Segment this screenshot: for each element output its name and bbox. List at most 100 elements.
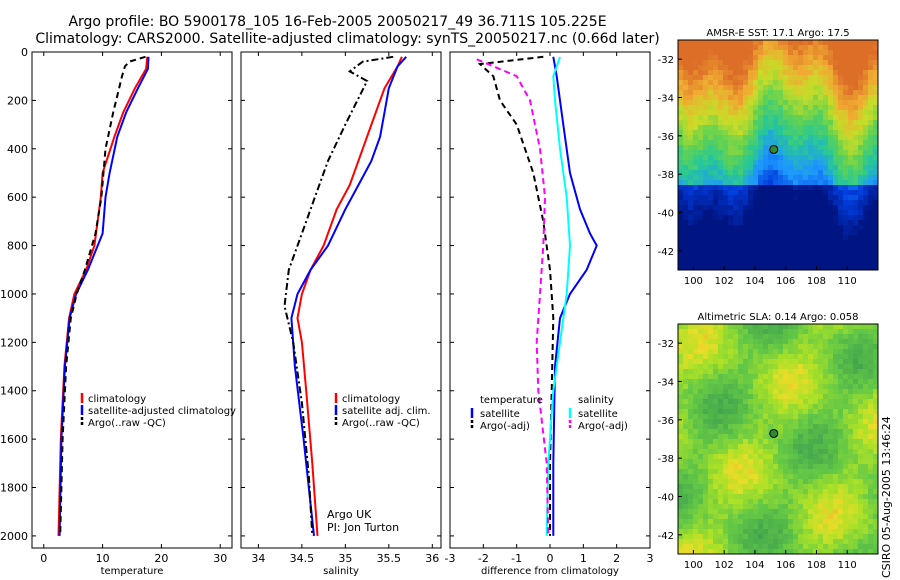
map-cell	[788, 80, 794, 86]
map-cell	[768, 50, 774, 56]
map-cell	[858, 250, 864, 256]
map-cell	[788, 110, 794, 116]
map-cell	[728, 45, 734, 51]
map-cell	[738, 200, 744, 206]
map-cell	[838, 394, 844, 400]
map-cell	[763, 170, 769, 176]
map-cell	[678, 255, 684, 261]
map-cell	[783, 454, 789, 460]
map-cell	[808, 449, 814, 455]
map-cell	[718, 160, 724, 166]
map-cell	[808, 464, 814, 470]
map-cell	[843, 145, 849, 151]
map-cell	[723, 454, 729, 460]
map-cell	[873, 170, 878, 176]
map-cell	[803, 479, 809, 485]
map-cell	[713, 65, 719, 71]
map-cell	[838, 544, 844, 550]
map-cell	[683, 205, 689, 211]
map-cell	[763, 255, 769, 261]
map-cell	[863, 464, 869, 470]
map-cell	[788, 180, 794, 186]
map-cell	[823, 389, 829, 395]
map-cell	[793, 364, 799, 370]
map-cell	[863, 529, 869, 535]
map-cell	[688, 220, 694, 226]
map-cell	[843, 45, 849, 51]
map-cell	[803, 240, 809, 246]
map-cell	[688, 100, 694, 106]
map-cell	[718, 339, 724, 345]
map-cell	[793, 534, 799, 540]
map-cell	[863, 354, 869, 360]
map-cell	[683, 499, 689, 505]
map-cell	[748, 464, 754, 470]
map-cell	[868, 175, 874, 181]
map-cell	[778, 389, 784, 395]
map-cell	[758, 429, 764, 435]
map-cell	[768, 180, 774, 186]
map-cell	[803, 185, 809, 191]
map-cell	[743, 509, 749, 515]
map-cell	[718, 145, 724, 151]
map-cell	[848, 464, 854, 470]
map-cell	[823, 115, 829, 121]
map-cell	[773, 329, 779, 335]
map-cell	[768, 105, 774, 111]
map-cell	[733, 135, 739, 141]
map-cell	[853, 100, 859, 106]
map-cell	[808, 359, 814, 365]
map-cell	[773, 105, 779, 111]
map-cell	[863, 245, 869, 251]
map-cell	[798, 120, 804, 126]
map-cell	[828, 399, 834, 405]
map-cell	[873, 389, 878, 395]
map-cell	[753, 175, 759, 181]
map-cell	[788, 449, 794, 455]
map-cell	[703, 145, 709, 151]
map-cell	[873, 399, 878, 405]
map-cell	[728, 155, 734, 161]
map-cell	[738, 384, 744, 390]
map-cell	[778, 205, 784, 211]
map-cell	[713, 329, 719, 335]
map-cell	[713, 45, 719, 51]
map-cell	[843, 195, 849, 201]
map-cell	[698, 230, 704, 236]
map-cell	[813, 409, 819, 415]
map-cell	[868, 240, 874, 246]
map-cell	[733, 419, 739, 425]
map-cell	[793, 419, 799, 425]
map-cell	[873, 90, 878, 96]
map-cell	[783, 150, 789, 156]
map-cell	[808, 434, 814, 440]
map-cell	[808, 439, 814, 445]
map-cell	[803, 474, 809, 480]
map-cell	[758, 439, 764, 445]
map-cell	[718, 364, 724, 370]
map-cell	[843, 454, 849, 460]
map-cell	[758, 519, 764, 525]
map-cell	[808, 419, 814, 425]
x-tick-label: 1	[580, 552, 587, 565]
map-cell	[693, 474, 699, 480]
map-cell	[678, 489, 684, 495]
map-cell	[793, 220, 799, 226]
map-cell	[723, 394, 729, 400]
map-cell	[843, 324, 849, 330]
series-line-argo-raw-qc-	[283, 55, 394, 536]
map-cell	[798, 409, 804, 415]
map-cell	[838, 364, 844, 370]
map-cell	[683, 339, 689, 345]
map-cell	[838, 165, 844, 171]
map-cell	[783, 200, 789, 206]
map-cell	[723, 334, 729, 340]
map-cell	[753, 374, 759, 380]
map-cell	[713, 344, 719, 350]
map-cell	[808, 509, 814, 515]
map-cell	[858, 115, 864, 121]
map-cell	[768, 55, 774, 61]
map-cell	[778, 494, 784, 500]
map-cell	[763, 384, 769, 390]
map-cell	[778, 80, 784, 86]
